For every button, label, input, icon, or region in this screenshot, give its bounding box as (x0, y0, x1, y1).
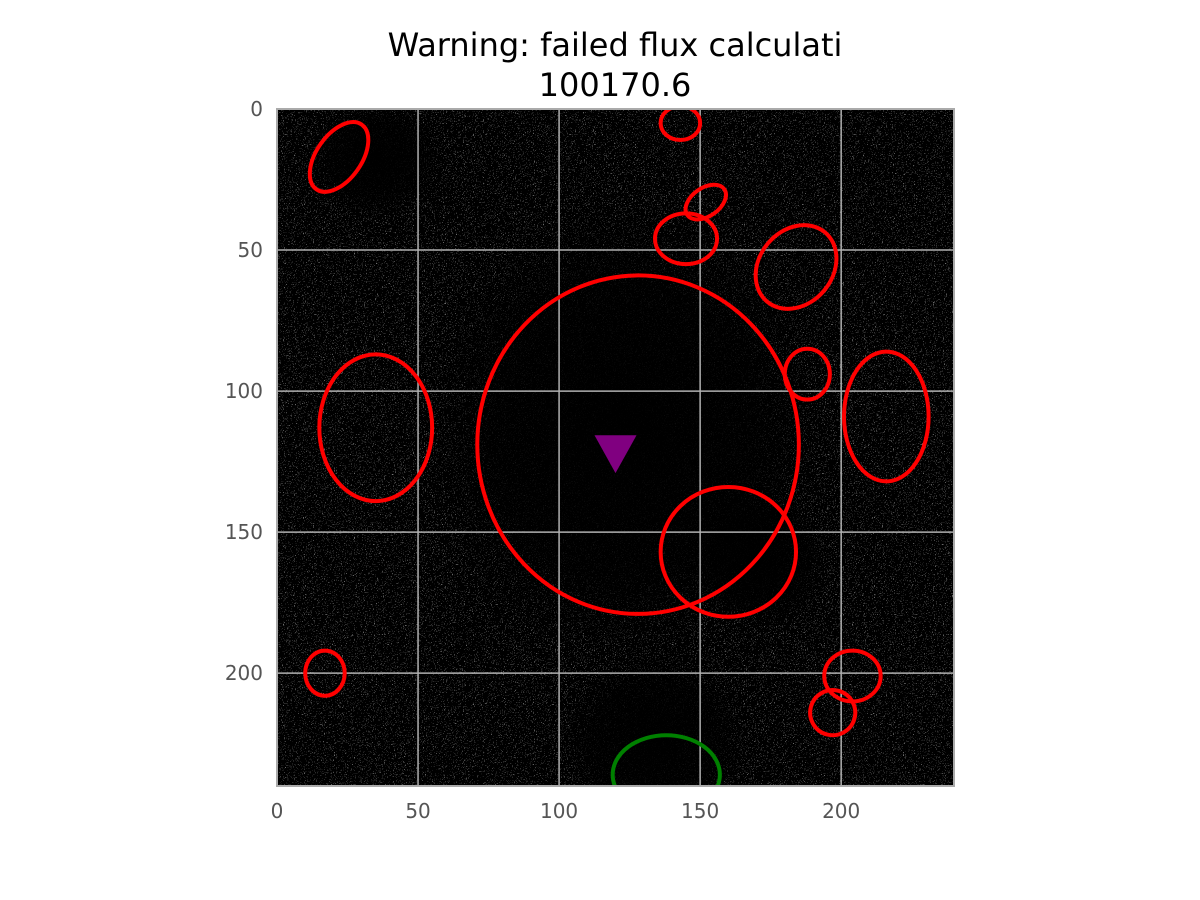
apertures (303, 109, 931, 786)
red-aperture-ellipse (658, 109, 703, 143)
triangle-down-marker (594, 435, 637, 474)
red-aperture-ellipse (841, 349, 931, 484)
y-tick-label: 100 (225, 379, 263, 403)
green-aperture-ellipse (610, 733, 722, 786)
chart-title-line-1: Warning: failed flux calculati (388, 26, 843, 64)
chart-title-line-2: 100170.6 (539, 66, 692, 104)
red-aperture-ellipse (307, 120, 371, 194)
x-tick-label: 200 (822, 799, 860, 823)
y-axis-ticks: 0 50 100 150 200 (225, 97, 263, 685)
red-aperture-ellipse (753, 223, 839, 311)
red-aperture-ellipse (652, 211, 720, 267)
dark-region-upper-left (305, 109, 445, 220)
plot-frame (276, 108, 955, 787)
dark-region-bottom (560, 650, 750, 786)
red-aperture-ellipse (658, 484, 799, 619)
y-tick-label: 150 (225, 520, 263, 544)
plot-area (276, 108, 955, 787)
x-axis-ticks: 0 50 100 150 200 (271, 799, 861, 823)
y-tick-label: 0 (250, 97, 263, 121)
x-tick-label: 150 (681, 799, 719, 823)
dark-region-lower-right (690, 490, 830, 630)
red-aperture-ellipse (303, 648, 347, 698)
x-tick-label: 0 (271, 799, 284, 823)
markers (594, 435, 637, 474)
x-tick-label: 50 (405, 799, 430, 823)
x-tick-label: 100 (540, 799, 578, 823)
y-tick-label: 200 (225, 661, 263, 685)
red-aperture-ellipse (317, 352, 435, 504)
red-aperture-ellipse (808, 688, 858, 738)
red-aperture-ellipse (475, 273, 801, 616)
y-tick-label: 50 (238, 238, 263, 262)
